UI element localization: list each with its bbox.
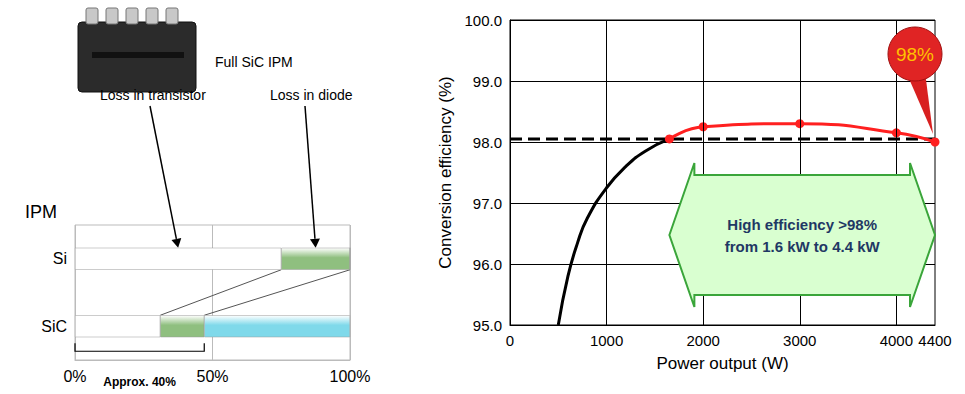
svg-text:95.0: 95.0 <box>473 317 502 334</box>
svg-text:1000: 1000 <box>590 332 623 349</box>
svg-text:Conversion efficiency (%): Conversion efficiency (%) <box>436 76 455 268</box>
svg-text:Approx. 40%: Approx. 40% <box>103 375 176 389</box>
svg-text:100.0: 100.0 <box>464 12 502 29</box>
svg-text:Power output (W): Power output (W) <box>656 354 788 373</box>
svg-text:0%: 0% <box>63 368 86 385</box>
svg-text:SiC: SiC <box>41 318 67 335</box>
svg-text:4400: 4400 <box>918 332 951 349</box>
svg-text:IPM: IPM <box>25 202 57 222</box>
svg-text:0: 0 <box>506 332 514 349</box>
svg-text:High efficiency >98%: High efficiency >98% <box>727 216 877 233</box>
svg-text:2000: 2000 <box>686 332 719 349</box>
svg-text:50%: 50% <box>196 368 228 385</box>
svg-text:98.0: 98.0 <box>473 134 502 151</box>
svg-text:96.0: 96.0 <box>473 256 502 273</box>
svg-text:Loss in transistor: Loss in transistor <box>100 87 206 103</box>
svg-text:4000: 4000 <box>880 332 913 349</box>
svg-text:98%: 98% <box>896 44 934 65</box>
svg-text:100%: 100% <box>330 368 371 385</box>
svg-text:Full SiC IPM: Full SiC IPM <box>215 54 293 70</box>
svg-text:97.0: 97.0 <box>473 195 502 212</box>
svg-text:from 1.6 kW to 4.4 kW: from 1.6 kW to 4.4 kW <box>725 238 881 255</box>
svg-text:99.0: 99.0 <box>473 73 502 90</box>
svg-text:Si: Si <box>53 250 67 267</box>
svg-text:Loss in diode: Loss in diode <box>270 87 353 103</box>
svg-text:3000: 3000 <box>783 332 816 349</box>
